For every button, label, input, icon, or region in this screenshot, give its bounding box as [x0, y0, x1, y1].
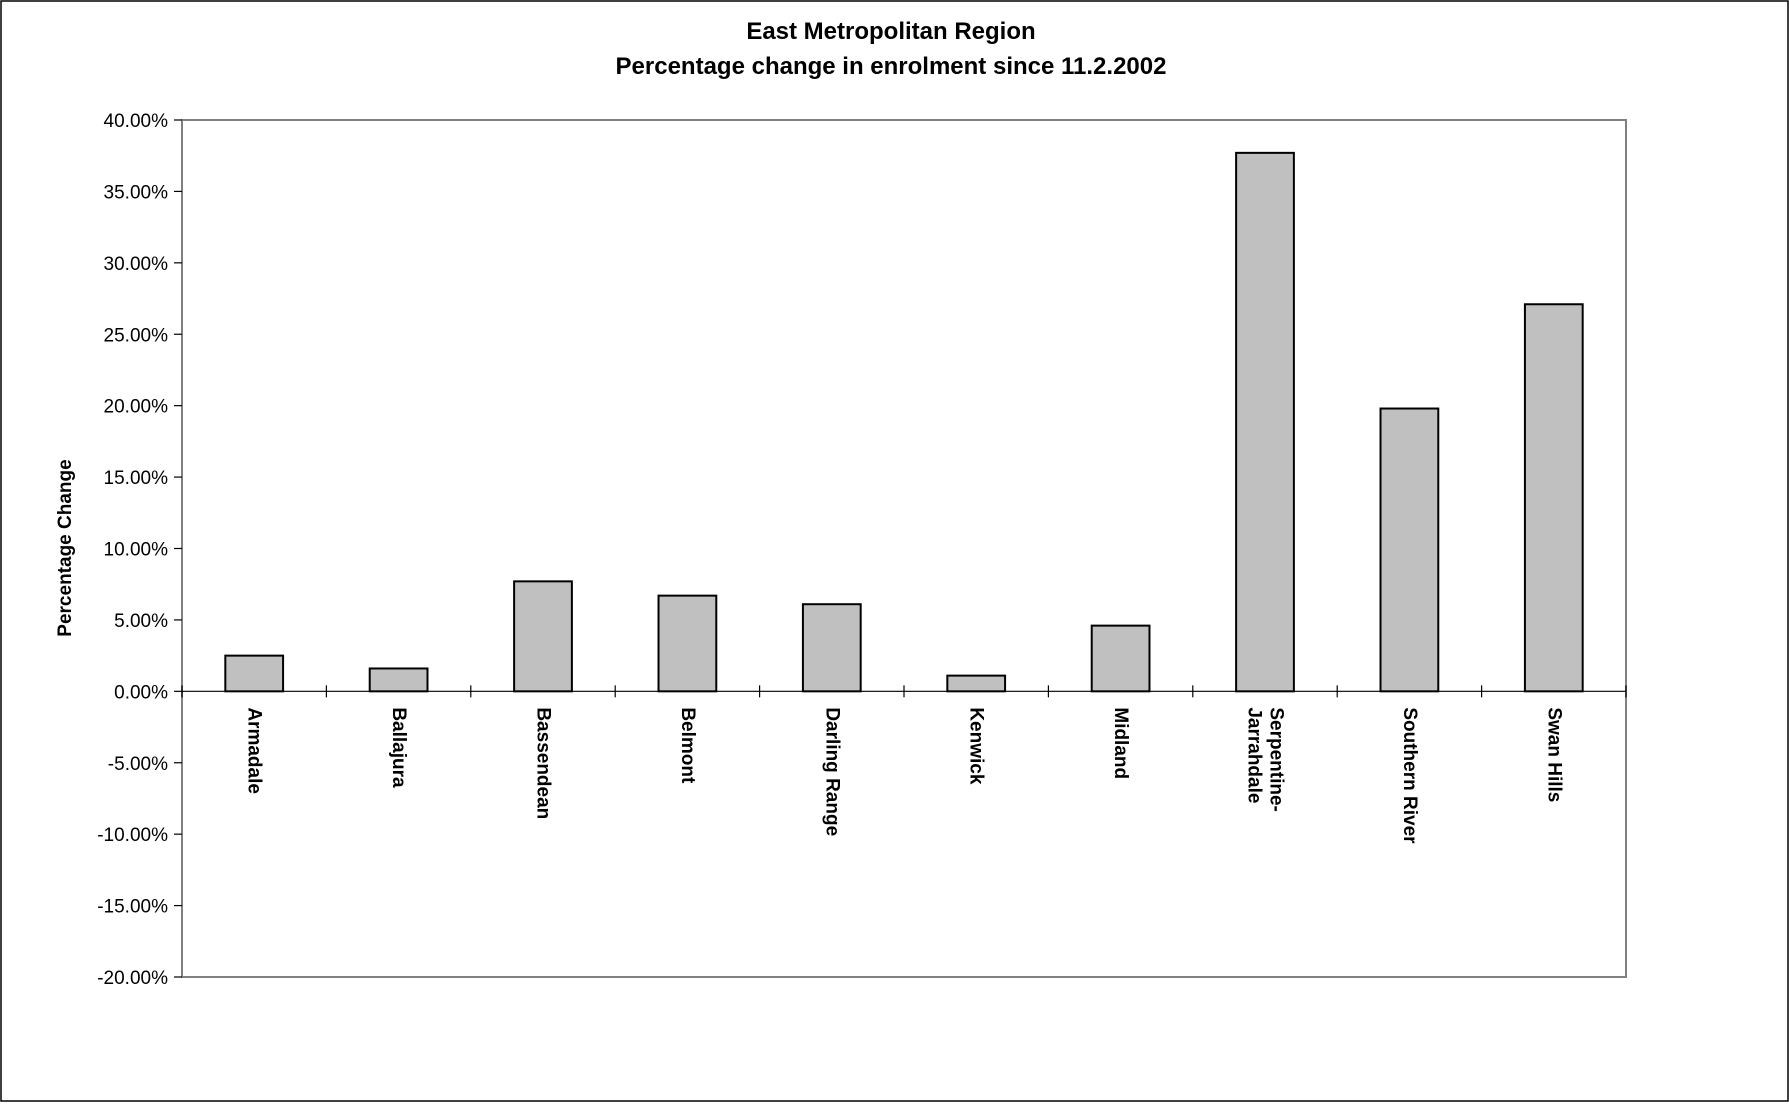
chart-subtitle: Percentage change in enrolment since 11.… — [616, 53, 1167, 80]
y-tick-label: -5.00% — [108, 754, 168, 775]
category-label: Ballajura — [388, 707, 409, 788]
bar — [1523, 303, 1584, 693]
y-tick-label: 25.00% — [104, 325, 169, 346]
bar — [1235, 151, 1295, 693]
y-tick-label: 35.00% — [104, 182, 169, 203]
category-label: Darling Range — [821, 707, 842, 836]
category-label: Swan Hills — [1543, 707, 1564, 802]
y-tick-label: 20.00% — [104, 397, 169, 418]
bar — [946, 674, 1007, 693]
bar — [368, 667, 429, 693]
y-tick-label: -10.00% — [97, 825, 168, 846]
category-label: Midland — [1110, 707, 1131, 779]
y-tick-label: 15.00% — [104, 468, 169, 489]
category-label: Armadale — [244, 707, 265, 794]
y-axis-title: Percentage Change — [55, 459, 76, 636]
y-tick-label: -15.00% — [97, 897, 168, 918]
y-axis-ticks: 40.00% 35.00% 30.00% 25.00% 20.00% 15.00% 10.0… — [97, 111, 182, 989]
y-tick-label: 40.00% — [104, 111, 169, 132]
bar — [513, 580, 573, 693]
category-label: Southern River — [1399, 707, 1420, 844]
bar — [224, 654, 285, 693]
bar — [1379, 407, 1440, 693]
category-label: Belmont — [677, 707, 698, 784]
chart-title: East Metropolitan Region — [746, 18, 1035, 45]
y-tick-label: 0.00% — [114, 682, 168, 703]
y-tick-label: 10.00% — [104, 540, 169, 561]
y-tick-label: 30.00% — [104, 254, 169, 275]
y-tick-label: -20.00% — [97, 968, 168, 989]
category-label: Serpentine- — [1266, 707, 1287, 812]
x-axis-group — [181, 685, 1627, 698]
bar — [801, 603, 862, 693]
bar — [657, 594, 718, 693]
bars-group — [224, 151, 1584, 693]
x-axis-labels: Armadale Ballajura Bassendean Belmont Darlin… — [244, 707, 1565, 844]
category-label: Kenwick — [966, 707, 987, 785]
y-tick-label: 5.00% — [114, 611, 168, 632]
bar — [1090, 624, 1151, 693]
category-label: Bassendean — [533, 707, 554, 819]
category-label: Jarrahdale — [1244, 707, 1265, 803]
